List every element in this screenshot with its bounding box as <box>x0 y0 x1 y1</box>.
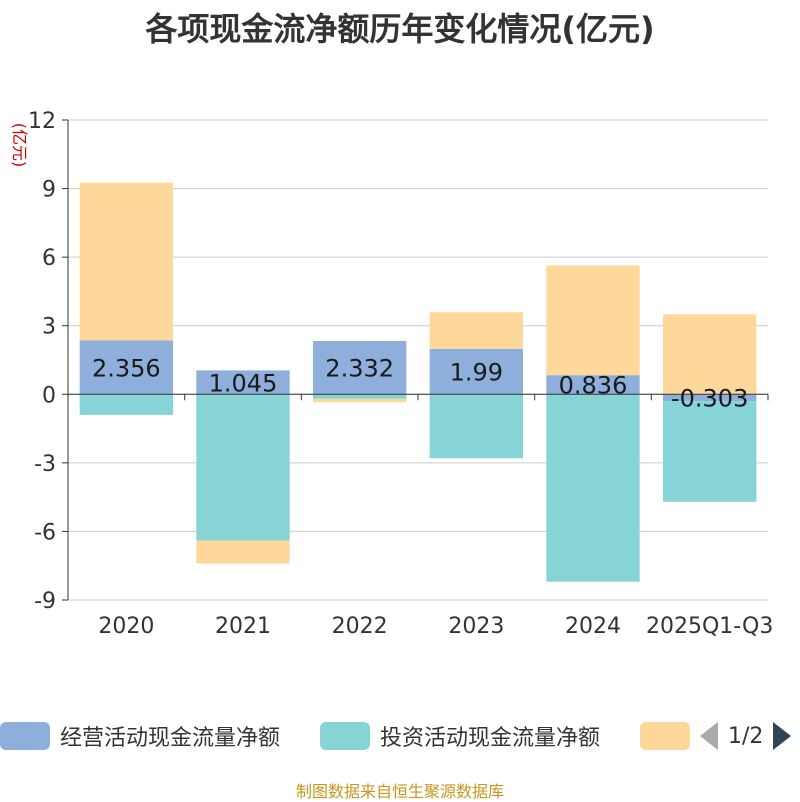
y-tick-label: 12 <box>28 109 56 134</box>
data-label: 1.045 <box>209 369 278 397</box>
bar-series0-2022[interactable] <box>313 340 407 395</box>
legend-swatch-financing <box>640 722 690 750</box>
bar-series1-2022[interactable] <box>313 394 407 399</box>
legend-item-financing[interactable] <box>640 716 700 756</box>
bar-series2-2024[interactable] <box>546 265 640 376</box>
bar-series2-2022[interactable] <box>313 398 407 403</box>
legend-swatch-operating <box>0 722 50 750</box>
data-label: 2.332 <box>325 355 394 383</box>
bars <box>79 182 757 582</box>
bar-series1-2024[interactable] <box>546 394 640 582</box>
x-tick-label: 2023 <box>448 614 504 639</box>
bar-series2-2021[interactable] <box>196 540 290 564</box>
x-tick-label: 2020 <box>98 614 154 639</box>
bar-series2-2025Q1-Q3[interactable] <box>663 314 757 395</box>
y-tick-label: 3 <box>42 315 56 340</box>
bar-series1-2021[interactable] <box>196 394 290 541</box>
legend-label-operating: 经营活动现金流量净额 <box>60 726 281 751</box>
data-source-note: 制图数据来自恒生聚源数据库 <box>295 782 504 801</box>
y-tick-label: -6 <box>34 520 56 545</box>
bar-series0-2021[interactable] <box>196 370 290 395</box>
axes: 12 9 6 3 0 -3 -6 -9 2020 2021 2022 2023 2024 2025Q1-Q… <box>28 109 773 639</box>
data-labels: 2.356 1.045 2.332 1.99 0.836 -0.303 <box>92 354 748 412</box>
legend-swatch-investing <box>320 722 370 750</box>
bar-series2-2020[interactable] <box>79 182 173 341</box>
legend-item-investing[interactable]: 投资活动现金流量净额 <box>320 716 600 756</box>
x-tick-label: 2025Q1-Q3 <box>646 614 773 639</box>
bar-series0-2025Q1-Q3[interactable] <box>663 394 757 402</box>
y-tick-label: 6 <box>42 246 56 271</box>
y-tick-label: 9 <box>42 178 56 203</box>
legend-item-operating[interactable]: 经营活动现金流量净额 <box>0 716 280 756</box>
legend: 经营活动现金流量净额 投资活动现金流量净额 <box>0 716 800 756</box>
legend-next-arrow-icon[interactable] <box>773 722 792 750</box>
data-label: -0.303 <box>671 385 748 413</box>
x-tick-label: 2022 <box>332 614 388 639</box>
y-tick-label: -3 <box>34 452 56 477</box>
data-label: 1.99 <box>450 359 503 387</box>
data-label: 2.356 <box>92 354 161 382</box>
data-label: 0.836 <box>559 372 628 400</box>
chart-title: 各项现金流净额历年变化情况(亿元) <box>145 10 655 48</box>
legend-page-indicator: 1/2 <box>728 723 764 749</box>
bar-series0-2023[interactable] <box>429 348 523 395</box>
bar-series1-2023[interactable] <box>429 394 523 459</box>
y-tick-label: -9 <box>34 589 56 614</box>
legend-prev-arrow-icon[interactable] <box>700 722 718 750</box>
bar-series2-2023[interactable] <box>429 312 523 349</box>
bar-series1-2025Q1-Q3[interactable] <box>663 401 757 502</box>
legend-label-investing: 投资活动现金流量净额 <box>380 726 601 751</box>
y-axis-label: (亿元) <box>10 123 29 168</box>
chart: 12 9 6 3 0 -3 -6 -9 2020 2021 2022 2023 2024 2025Q1-Q… <box>10 109 773 639</box>
x-tick-label: 2024 <box>565 614 621 639</box>
bar-series1-2020[interactable] <box>79 394 173 415</box>
bar-series0-2020[interactable] <box>79 340 173 395</box>
grid-lines <box>68 119 768 601</box>
bar-series0-2024[interactable] <box>546 375 640 395</box>
x-tick-label: 2021 <box>215 614 271 639</box>
legend-pager: 1/2 <box>700 716 792 756</box>
y-tick-label: 0 <box>42 383 56 408</box>
